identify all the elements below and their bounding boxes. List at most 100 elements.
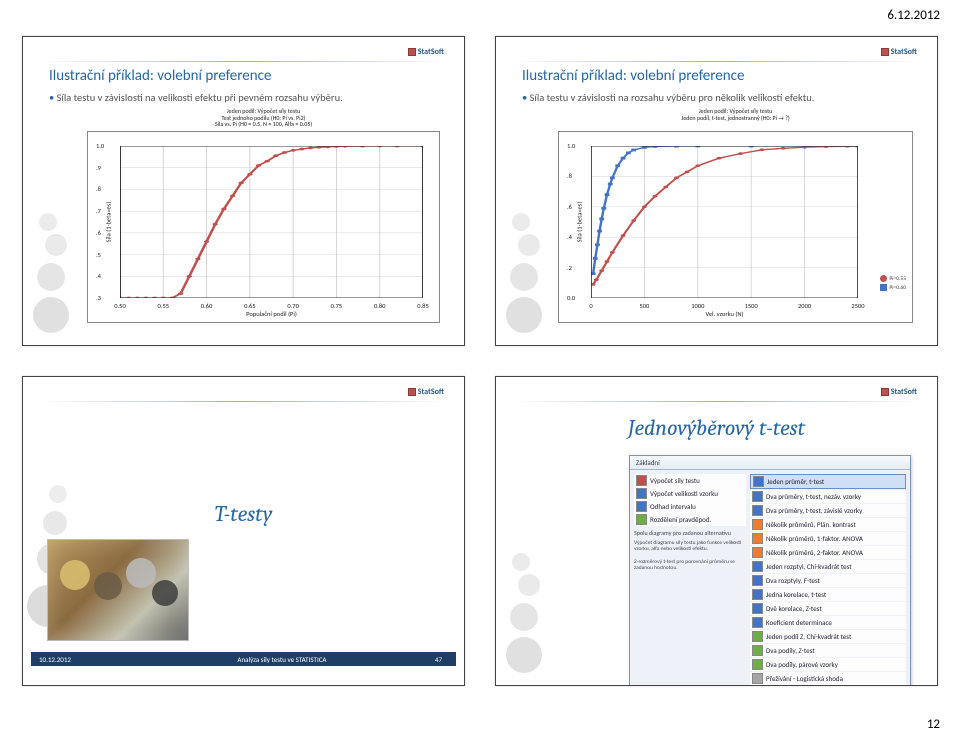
dialog-item[interactable]: Výpočet velikosti vzorku [634, 487, 746, 500]
xtick: 0.75 [331, 302, 343, 310]
xlabel: Vel. vzorku (N) [591, 310, 858, 318]
dialog-item[interactable]: Jeden rozptyl, Chí-kvadrát test [750, 560, 906, 573]
group-label: Výpočet diagramu síly testu jako funkce … [634, 540, 746, 552]
item-label: Několik průměrů, 1-faktor. ANOVA [766, 534, 863, 543]
dialog-item[interactable]: Výpočet síly testu [634, 474, 746, 487]
statsoft-logo: StatSoft [408, 387, 444, 397]
dialog-item[interactable]: Dva průměry, t-test, nezáv. vzorky [750, 490, 906, 503]
item-label: Jeden průměr, t-test [767, 477, 824, 486]
item-label: Přežívání - Logistická shoda [766, 674, 843, 683]
item-icon [752, 519, 763, 530]
ylabel: Síla (1-beta=es) [104, 202, 112, 243]
xtick: 0 [589, 302, 592, 310]
item-label: Výpočet síly testu [650, 476, 700, 485]
xtick: 0.80 [374, 302, 386, 310]
dialog-item[interactable]: Rozdělení pravděpod. [634, 513, 746, 526]
dialog-item[interactable]: Dva rozptyly, F-test [750, 574, 906, 587]
dialog-item[interactable]: Několik průměrů, 2-faktor. ANOVA [750, 546, 906, 559]
item-label: Dva rozptyly, F-test [766, 576, 820, 585]
slide3-big-title: T-testy [27, 501, 460, 527]
dialog-item[interactable]: Dva podíly, párové vzorky [750, 658, 906, 671]
xtick: 1500 [745, 302, 758, 310]
ytick: .7 [96, 207, 101, 215]
dialog-item[interactable]: Přežívání - Logistická shoda [750, 672, 906, 685]
slide2-body: Síla testu v závislosti na rozsahu výběr… [522, 91, 917, 104]
xtick: 500 [639, 302, 649, 310]
header-sep [510, 401, 923, 402]
item-label: Jeden podíl Z, Chí-kvadrát test [766, 632, 851, 641]
chart-caption: Jeden podíl: Výpočet síly testu Test jed… [88, 108, 439, 128]
item-label: Rozdělení pravděpod. [650, 515, 711, 524]
slide1-chart: Jeden podíl: Výpočet síly testu Test jed… [87, 131, 440, 323]
ytick: .4 [567, 233, 572, 241]
deco-blobs [29, 191, 73, 341]
item-icon [636, 488, 647, 499]
legend-item: Pi=0.60 [880, 284, 906, 293]
xtick: 2500 [851, 302, 864, 310]
item-label: Jeden rozptyl, Chí-kvadrát test [766, 562, 852, 571]
item-icon [752, 547, 763, 558]
item-icon [752, 603, 763, 614]
ytick: .6 [567, 203, 572, 211]
header-sep [510, 61, 923, 62]
deco-blobs [502, 191, 546, 341]
dialog-tab[interactable]: Základní [630, 456, 910, 470]
xtick: 0.55 [158, 302, 170, 310]
dialog-item[interactable]: Dva podíly, Z-test [750, 644, 906, 657]
dialog-item[interactable]: Dvě korelace, Z-test [750, 602, 906, 615]
ytick: .9 [96, 164, 101, 172]
ytick: .3 [96, 294, 101, 302]
item-label: Koeficient determinace [766, 618, 832, 627]
item-icon [636, 501, 647, 512]
footer-date: 10.12.2012 [31, 655, 129, 664]
slide1-title: Ilustrační příklad: volební preference [49, 67, 448, 85]
dialog-item[interactable]: Jeden podíl Z, Chí-kvadrát test [750, 630, 906, 643]
slide4-big-title: Jednovýběrový t-test [500, 415, 933, 441]
ytick: 0.0 [567, 294, 575, 302]
dialog-panel[interactable]: Základní Výpočet síly testu Výpočet velik… [629, 455, 911, 686]
slide2-title: Ilustrační příklad: volební preference [522, 67, 921, 85]
dialog-item[interactable]: Několik průměrů, 1-faktor. ANOVA [750, 532, 906, 545]
ytick: .2 [567, 264, 572, 272]
item-icon [752, 631, 763, 642]
item-icon [753, 476, 764, 487]
statsoft-logo: StatSoft [881, 47, 917, 57]
item-icon [752, 589, 763, 600]
item-icon [752, 505, 763, 516]
item-label: Několik průměrů, 2-faktor. ANOVA [766, 548, 863, 557]
slide-1: StatSoft Ilustrační příklad: volební pre… [22, 36, 465, 346]
group-label: 2-rozměrový t-test pro porovnání průměru… [634, 559, 746, 571]
item-label: Výpočet velikosti vzorku [650, 489, 718, 498]
slide1-bullet: Síla testu v závislosti na velikosti efe… [49, 91, 444, 104]
slide-3: StatSoft T-testy 10.12.2012 Analýza síly… [22, 376, 465, 686]
ytick: .6 [96, 229, 101, 237]
xtick: 1000 [691, 302, 704, 310]
dialog-item[interactable]: Odhad intervalu [634, 500, 746, 513]
legend: Pi=0.55Pi=0.60 [880, 275, 906, 292]
item-icon [752, 659, 763, 670]
slide2-chart: Jeden podíl: Výpočet síly testu Jeden po… [558, 131, 913, 323]
item-label: Dva podíly, párové vzorky [766, 660, 838, 669]
item-icon [752, 575, 763, 586]
dialog-item[interactable]: Dva průměry, t-test, závislé vzorky [750, 504, 906, 517]
dialog-item[interactable]: Koeficient determinace [750, 616, 906, 629]
item-label: Odhad intervalu [650, 502, 696, 511]
dialog-item[interactable]: Několik průměrů, Plán. kontrast [750, 518, 906, 531]
item-icon [752, 533, 763, 544]
footer-page: 47 [435, 655, 456, 664]
dialog-left-col: Výpočet síly testu Výpočet velikosti vzor… [634, 474, 746, 686]
dialog-item[interactable]: Jeden průměr, t-test [750, 474, 906, 489]
page-date: 6.12.2012 [887, 8, 940, 23]
ytick: .5 [96, 251, 101, 259]
slide-grid: StatSoft Ilustrační příklad: volební pre… [22, 36, 938, 686]
xtick: 0.50 [114, 302, 126, 310]
slide-4: StatSoft Jednovýběrový t-test Základní V… [495, 376, 938, 686]
item-icon [636, 475, 647, 486]
page-number: 12 [927, 717, 940, 732]
item-label: Dva průměry, t-test, nezáv. vzorky [766, 492, 861, 501]
item-icon [752, 561, 763, 572]
ytick: .4 [96, 272, 101, 280]
dialog-item[interactable]: Jedna korelace, t-test [750, 588, 906, 601]
dialog-body: Výpočet síly testu Výpočet velikosti vzor… [630, 470, 910, 686]
item-icon [752, 673, 763, 684]
